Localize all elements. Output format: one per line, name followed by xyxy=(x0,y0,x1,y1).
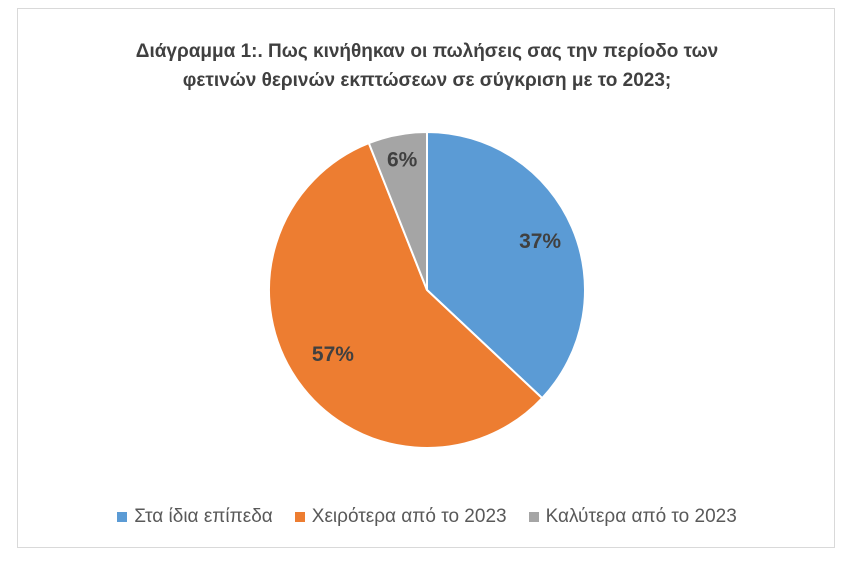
chart-frame: Διάγραμμα 1:. Πως κινήθηκαν οι πωλήσεις … xyxy=(17,8,835,548)
legend-swatch-worse xyxy=(294,512,305,522)
legend-swatch-better xyxy=(528,512,539,522)
chart-title-line-2: φετινών θερινών εκπτώσεων σε σύγκριση με… xyxy=(182,70,672,91)
chart-legend: Στα ίδια επίπεδα Χειρότερα από το 2023 Κ… xyxy=(18,506,836,528)
legend-item-worse: Χειρότερα από το 2023 xyxy=(294,506,507,528)
chart-title: Διάγραμμα 1:. Πως κινήθηκαν οι πωλήσεις … xyxy=(18,37,836,95)
legend-item-better: Καλύτερα από το 2023 xyxy=(528,506,737,528)
pie-slice-better xyxy=(367,130,428,291)
legend-swatch-same xyxy=(117,512,128,522)
pie-data-label-worse: 57% xyxy=(312,343,354,366)
pie-slice-worse xyxy=(268,141,544,449)
legend-label-better: Καλύτερα από το 2023 xyxy=(545,506,737,527)
pie-chart: 37% 57% 6% xyxy=(268,130,586,449)
legend-label-same: Στα ίδια επίπεδα xyxy=(134,506,273,527)
legend-label-worse: Χειρότερα από το 2023 xyxy=(311,506,507,527)
pie-data-labels: 37% 57% 6% xyxy=(312,149,562,366)
chart-title-line-1: Διάγραμμα 1:. Πως κινήθηκαν οι πωλήσεις … xyxy=(135,41,719,62)
pie-slices xyxy=(268,130,586,449)
legend-item-same: Στα ίδια επίπεδα xyxy=(117,506,273,528)
pie-slice-same xyxy=(426,130,586,400)
pie-data-label-same: 37% xyxy=(519,230,561,253)
pie-data-label-better: 6% xyxy=(387,149,418,172)
